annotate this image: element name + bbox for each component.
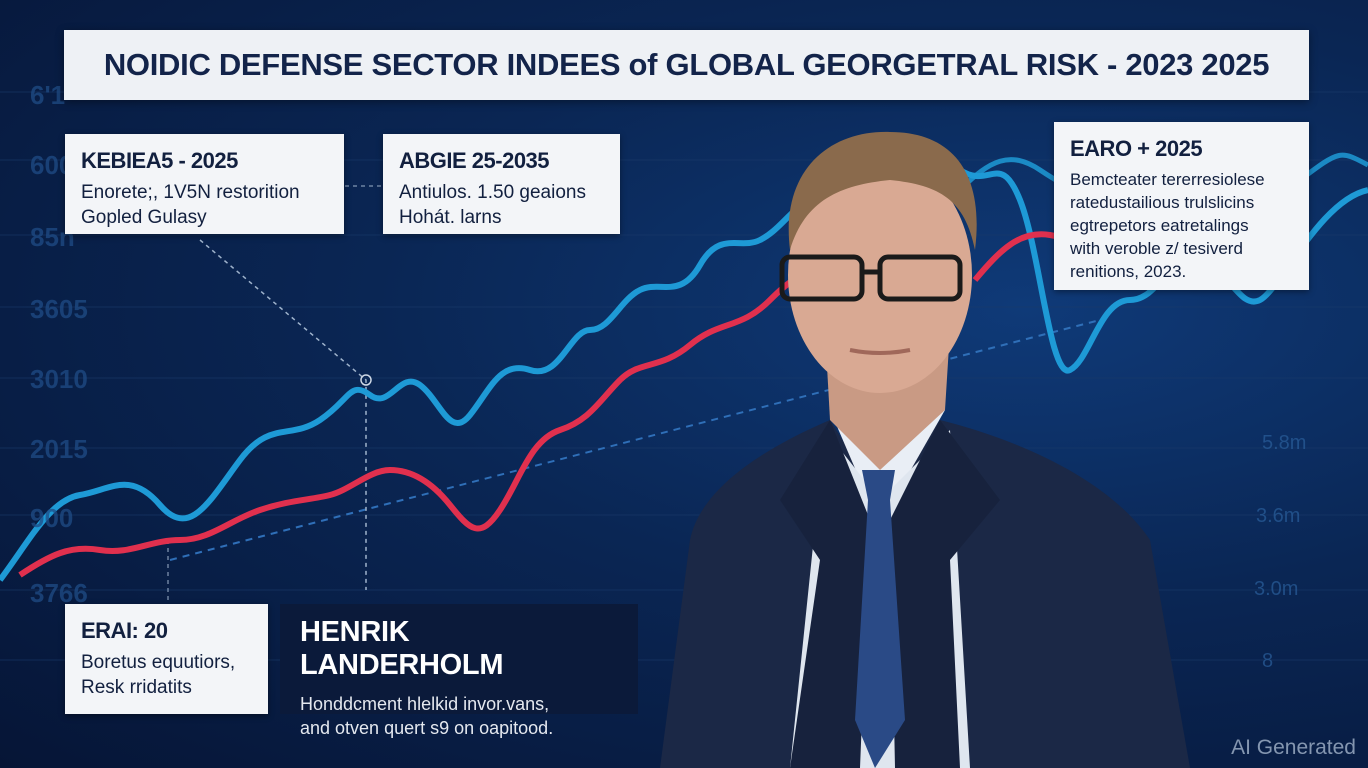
right-axis-label: 3.0m — [1254, 578, 1299, 600]
card-text: renitions, 2023. — [1070, 262, 1187, 281]
left-axis-label: 3605 — [30, 294, 88, 324]
right-axis-label: 8 — [1262, 650, 1274, 672]
card-heading: EARO + 2025 — [1070, 136, 1203, 161]
presenter-caption: and otven quert s9 on oapitood. — [300, 718, 554, 738]
card-heading: KEBIEA5 - 2025 — [81, 148, 238, 173]
card-text: with veroble z/ tesiverd — [1070, 239, 1243, 258]
connector-dot — [360, 374, 372, 386]
info-card: ERAI: 20 Boretus equutiors, Resk rridati… — [65, 604, 268, 714]
right-axis-label: 5.8m — [1262, 432, 1307, 454]
card-text: Gopled Gulasy — [81, 207, 207, 228]
glasses-icon — [779, 254, 963, 302]
card-text: Hohát. larns — [399, 207, 502, 228]
left-axis-label: 6'1 — [30, 80, 66, 110]
info-card: EARO + 2025 Bemcteater tererresiolese ra… — [1054, 122, 1309, 290]
lower-third: HENRIK LANDERHOLM Honddcment hlelkid inv… — [280, 604, 638, 738]
card-text: Resk rridatits — [81, 677, 192, 698]
info-card: KEBIEA5 - 2025 Enorete;, 1V5N restoritio… — [65, 134, 344, 234]
left-axis-label: 900 — [30, 503, 74, 533]
page-title: NOIDIC DEFENSE SECTOR INDEES of GLOBAL G… — [103, 47, 1270, 82]
lapel-right — [890, 420, 1000, 768]
presenter-name: HENRIK LANDERHOLM — [300, 616, 504, 681]
card-text: Boretus equutiors, — [81, 652, 236, 673]
card-heading: ERAI: 20 — [81, 618, 168, 643]
watermark: AI Generated — [1231, 736, 1356, 759]
card-text: Bemcteater tererresiolese — [1070, 170, 1265, 189]
necktie — [855, 470, 905, 768]
title-banner: NOIDIC DEFENSE SECTOR INDEES of GLOBAL G… — [64, 30, 1309, 100]
card-text: ratedustailious trulslicins — [1070, 193, 1255, 212]
connector-line — [199, 239, 367, 590]
left-axis-label: 2015 — [30, 434, 88, 464]
card-text: Enorete;, 1V5N restorition — [81, 182, 300, 203]
card-heading: ABGIE 25-2035 — [399, 148, 550, 173]
blue-series-line — [0, 158, 1368, 582]
left-axis-label: 3010 — [30, 364, 88, 394]
presenter-caption: Honddcment hlelkid invor.vans, — [300, 694, 550, 714]
mouth — [849, 348, 911, 355]
lapel-left — [780, 420, 870, 768]
hair — [788, 131, 977, 250]
card-text: egtrepetors eatretalings — [1070, 216, 1249, 235]
trend-dashed-line — [169, 319, 1101, 561]
right-axis-label: 3.6m — [1256, 505, 1301, 527]
left-axis-label: 3766 — [30, 578, 88, 608]
card-text: Antiulos. 1.50 geaions — [399, 182, 586, 203]
info-card: ABGIE 25-2035 Antiulos. 1.50 geaions Hoh… — [383, 134, 620, 234]
